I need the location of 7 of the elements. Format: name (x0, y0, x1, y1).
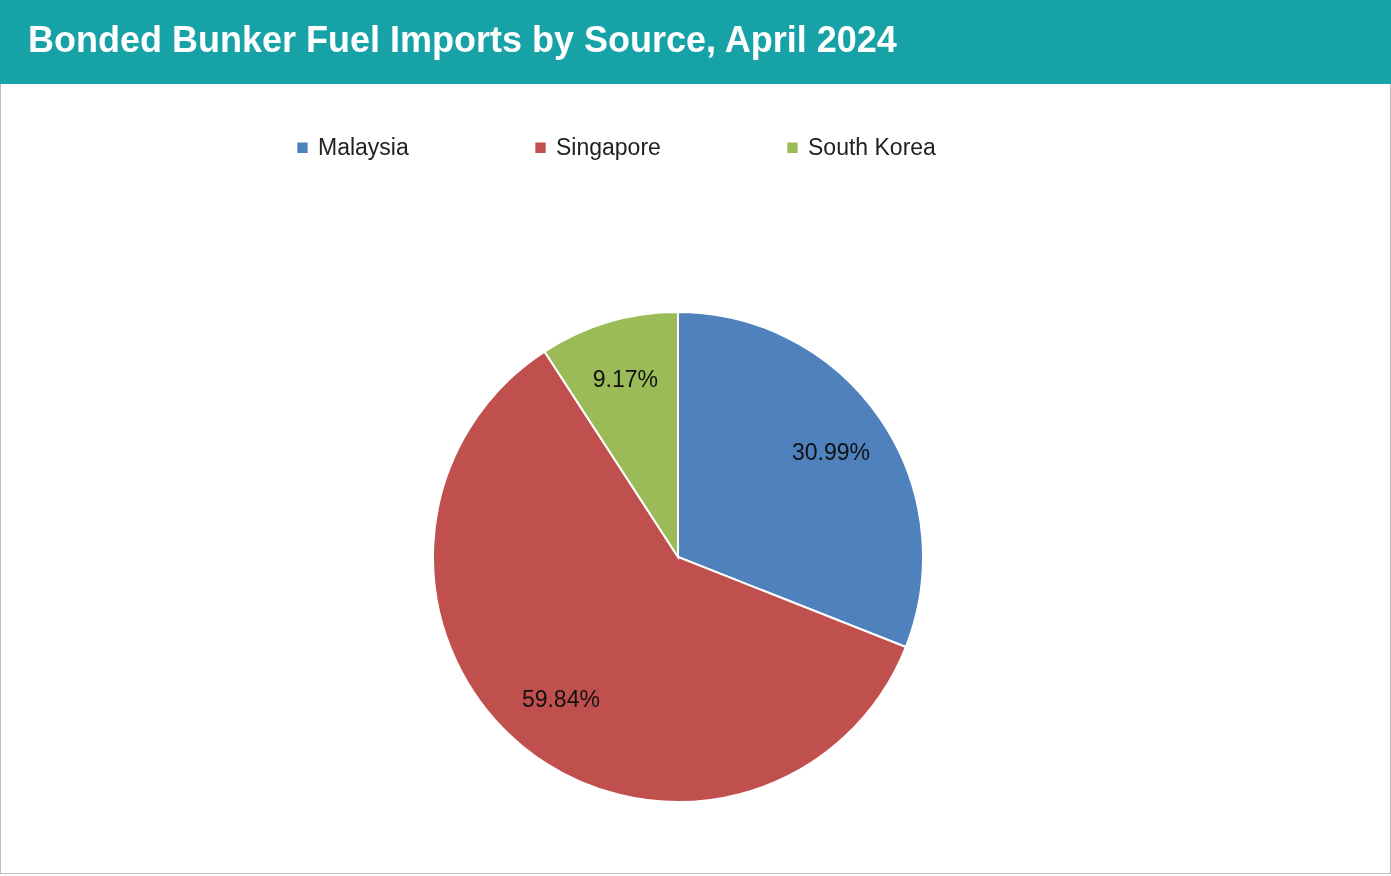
data-label: 9.17% (592, 365, 659, 392)
legend-label: Malaysia (318, 133, 409, 160)
chart-title: Bonded Bunker Fuel Imports by Source, April 2024 (0, 0, 1391, 84)
legend-label: Singapore (556, 133, 661, 160)
legend-label: South Korea (808, 133, 937, 160)
data-label: 30.99% (791, 438, 870, 465)
data-label: 59.84% (521, 686, 600, 713)
